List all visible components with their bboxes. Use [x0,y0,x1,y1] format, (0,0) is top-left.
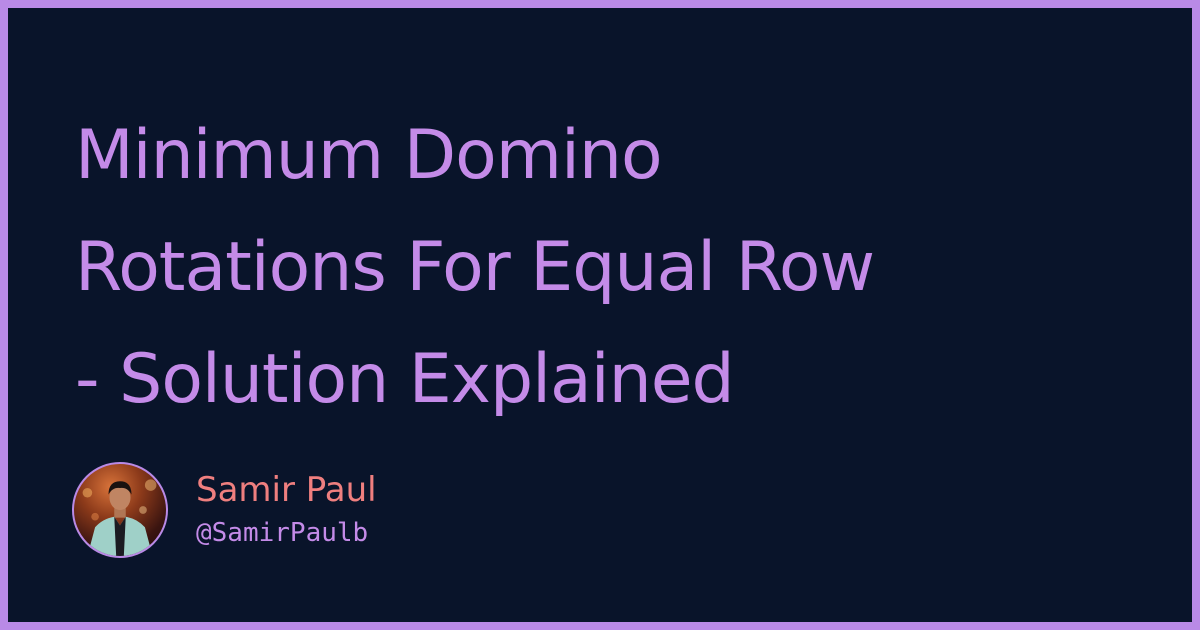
post-title: Minimum Domino Rotations For Equal Row -… [75,100,1155,436]
post-title-line-2: Rotations For Equal Row [75,228,875,307]
author-text: Samir Paul @SamirPaulb [196,469,377,551]
person-photo-avatar-icon [82,479,157,556]
author-name: Samir Paul [196,470,377,510]
post-title-line-3: - Solution Explained [75,340,735,419]
author-handle: @SamirPaulb [196,518,369,548]
author-block: Samir Paul @SamirPaulb [72,460,377,560]
post-card: Minimum Domino Rotations For Equal Row -… [8,8,1192,622]
post-title-line-1: Minimum Domino [75,116,663,195]
avatar [72,462,168,558]
